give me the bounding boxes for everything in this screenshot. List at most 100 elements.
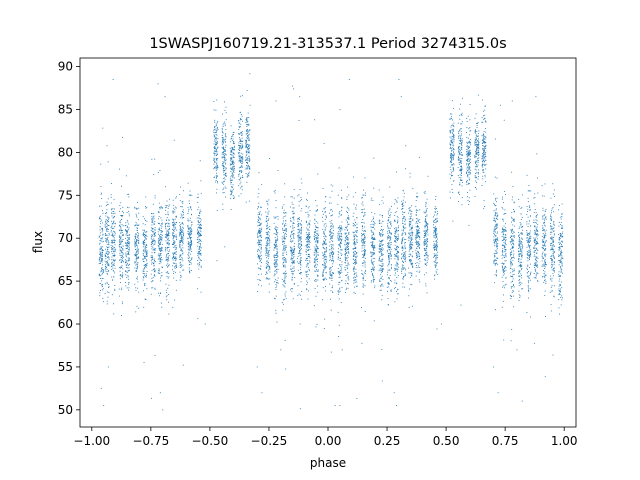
data-point	[161, 266, 163, 268]
data-point	[299, 223, 301, 225]
data-point	[258, 244, 260, 245]
data-point	[249, 167, 251, 169]
data-point	[144, 265, 146, 267]
data-point	[299, 272, 301, 273]
data-point	[137, 228, 138, 229]
data-point	[118, 288, 120, 290]
data-point	[353, 254, 355, 256]
data-point	[247, 143, 249, 145]
data-point	[317, 237, 319, 239]
data-point	[113, 211, 115, 213]
data-point	[225, 112, 227, 114]
data-point	[151, 255, 153, 257]
data-point	[331, 247, 332, 249]
data-point	[152, 222, 154, 223]
data-point	[285, 245, 287, 247]
data-point	[172, 238, 174, 240]
data-point	[404, 273, 406, 275]
data-point	[356, 231, 358, 233]
data-point	[373, 252, 375, 254]
data-point	[134, 239, 136, 241]
data-point	[337, 251, 339, 252]
data-point	[308, 233, 309, 235]
data-point	[297, 226, 299, 228]
data-point	[411, 225, 413, 227]
data-point	[293, 266, 295, 268]
data-point	[325, 251, 327, 253]
data-point	[331, 254, 333, 256]
data-point	[135, 233, 136, 235]
data-point	[267, 236, 269, 238]
data-point	[240, 140, 242, 142]
data-point	[188, 246, 190, 248]
data-point	[372, 244, 374, 246]
data-point	[394, 219, 396, 221]
data-point	[128, 215, 130, 217]
data-point	[167, 242, 169, 244]
data-point	[188, 255, 190, 257]
data-point	[126, 264, 128, 266]
data-point	[362, 221, 364, 223]
data-point	[298, 252, 299, 254]
data-point	[153, 231, 155, 233]
data-point	[363, 238, 365, 240]
data-point	[277, 232, 279, 234]
data-point	[175, 258, 177, 259]
data-point	[181, 217, 183, 219]
data-point	[257, 250, 258, 252]
data-point	[249, 166, 251, 168]
data-point	[348, 218, 350, 220]
data-point	[104, 283, 106, 285]
data-point	[257, 214, 259, 216]
data-point	[322, 273, 324, 275]
data-point	[102, 250, 104, 251]
data-point	[158, 242, 160, 244]
data-point	[353, 225, 355, 227]
data-point	[292, 233, 294, 235]
data-point	[224, 158, 226, 160]
data-point	[331, 239, 333, 241]
data-point	[354, 262, 356, 264]
data-point	[108, 246, 110, 248]
data-point	[200, 240, 202, 242]
data-point	[114, 232, 116, 234]
data-point	[257, 221, 259, 223]
data-point	[106, 145, 108, 147]
data-point	[137, 252, 139, 254]
data-point	[395, 236, 396, 237]
data-point	[166, 254, 167, 256]
data-point	[314, 248, 316, 250]
data-point	[245, 119, 247, 121]
data-point	[268, 240, 270, 242]
data-point	[122, 240, 123, 242]
data-point	[127, 267, 129, 269]
data-point	[323, 240, 325, 242]
data-point	[107, 228, 109, 230]
data-point	[258, 258, 260, 260]
data-point	[316, 250, 318, 252]
data-point	[240, 176, 242, 178]
data-point	[230, 136, 232, 138]
data-point	[106, 229, 108, 230]
data-point	[165, 186, 167, 188]
data-point	[378, 251, 380, 253]
data-point	[153, 268, 155, 270]
data-point	[267, 245, 269, 247]
data-point	[306, 198, 307, 200]
data-point	[189, 256, 191, 258]
data-point	[397, 256, 398, 258]
data-point	[158, 247, 160, 249]
data-point	[127, 225, 128, 227]
data-point	[120, 249, 122, 251]
data-point	[105, 219, 107, 221]
data-point	[214, 140, 216, 142]
data-point	[105, 241, 107, 243]
data-point	[183, 232, 185, 234]
data-point	[137, 241, 139, 243]
data-point	[224, 179, 226, 181]
data-point	[120, 246, 122, 248]
data-point	[281, 207, 283, 209]
data-point	[273, 190, 275, 192]
data-point	[308, 290, 310, 292]
data-point	[121, 215, 123, 216]
